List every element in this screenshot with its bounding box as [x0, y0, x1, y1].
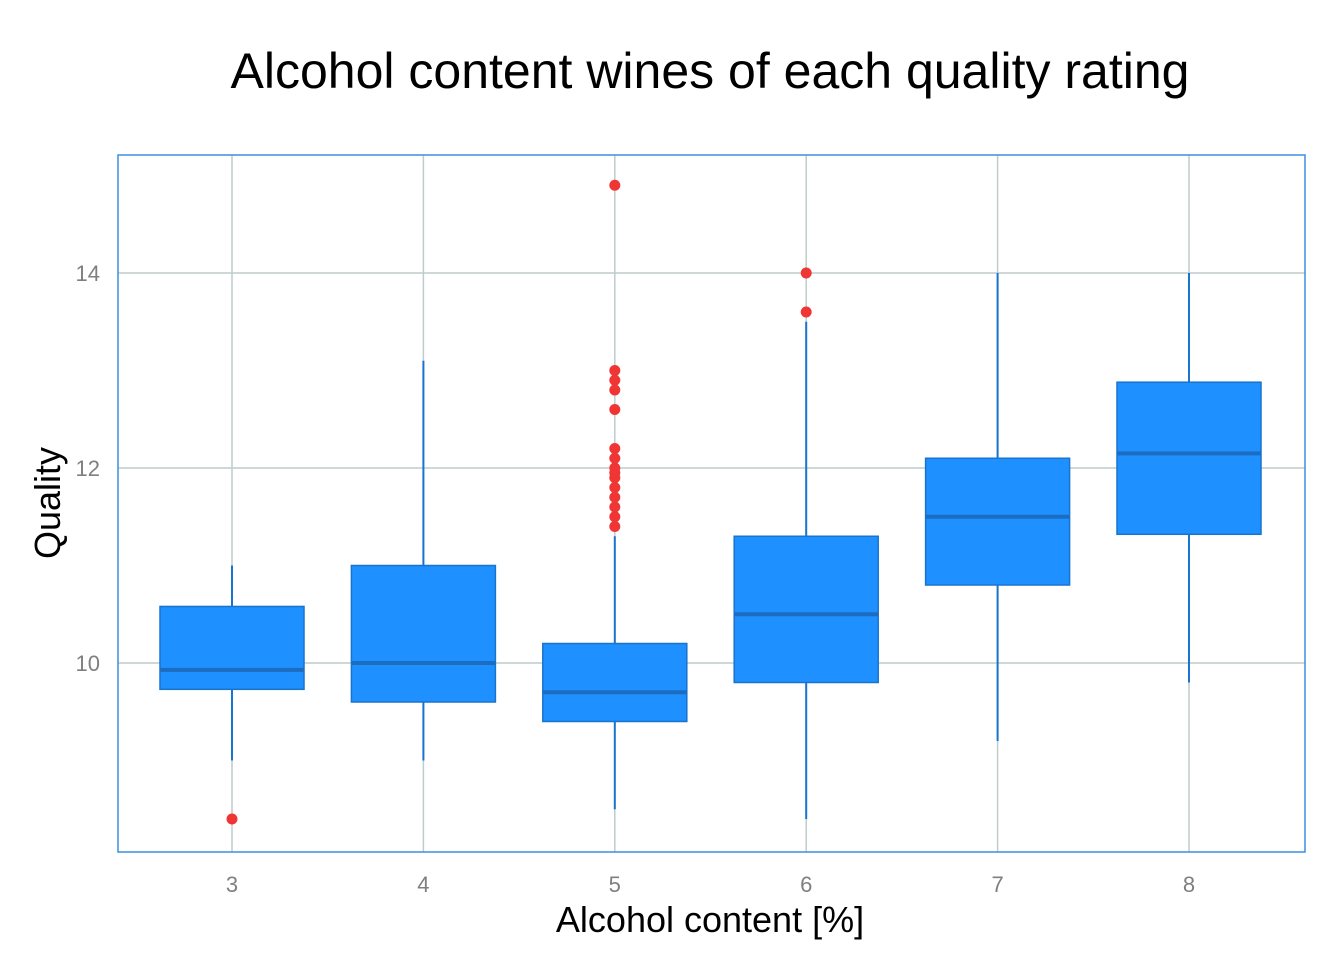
outlier-point: [800, 267, 812, 279]
outlier-point: [609, 462, 621, 474]
box-rect: [159, 605, 305, 691]
outlier-point: [609, 384, 621, 396]
x-tick-label: 5: [609, 872, 621, 897]
outlier-point: [609, 511, 621, 523]
y-tick-label: 12: [76, 456, 100, 481]
box-rect: [542, 642, 688, 723]
plot-panel-border: [117, 154, 1306, 853]
outlier-point: [609, 482, 621, 493]
x-axis-title: Alcohol content [%]: [556, 899, 864, 940]
box-rect: [733, 535, 879, 684]
outlier-point: [609, 179, 621, 191]
box-3: [159, 565, 305, 761]
x-tick-label: 8: [1183, 872, 1195, 897]
outlier-point: [609, 404, 621, 415]
box-8: [1116, 273, 1262, 683]
x-tick-label: 6: [800, 872, 812, 897]
outlier-point: [609, 452, 621, 464]
y-axis-title: Quality: [27, 447, 68, 559]
box-series: [159, 273, 1262, 819]
box-4: [350, 360, 497, 761]
box-rect: [924, 457, 1071, 586]
outlier-point: [609, 443, 621, 454]
outlier-point: [609, 521, 621, 532]
outlier-points: [226, 179, 812, 825]
outlier-point: [800, 306, 812, 318]
box-5: [542, 536, 688, 810]
outlier-point: [226, 813, 238, 825]
box-rect: [350, 564, 497, 703]
y-tick-label: 14: [76, 261, 100, 286]
outlier-point: [609, 491, 621, 503]
y-axis-ticks: 10 12 14: [76, 261, 100, 676]
x-tick-label: 3: [226, 872, 238, 897]
outlier-point: [609, 501, 621, 513]
outlier-point: [609, 365, 621, 376]
box-rect: [1116, 381, 1262, 536]
x-tick-label: 4: [417, 872, 429, 897]
box-6: [733, 321, 879, 819]
box-7: [924, 273, 1071, 741]
x-axis-ticks: 3 4 5 6 7 8: [226, 872, 1195, 897]
outlier-point: [609, 374, 621, 386]
x-tick-label: 7: [991, 872, 1003, 897]
y-tick-label: 10: [76, 651, 100, 676]
chart-title: Alcohol content wines of each quality ra…: [231, 43, 1190, 99]
